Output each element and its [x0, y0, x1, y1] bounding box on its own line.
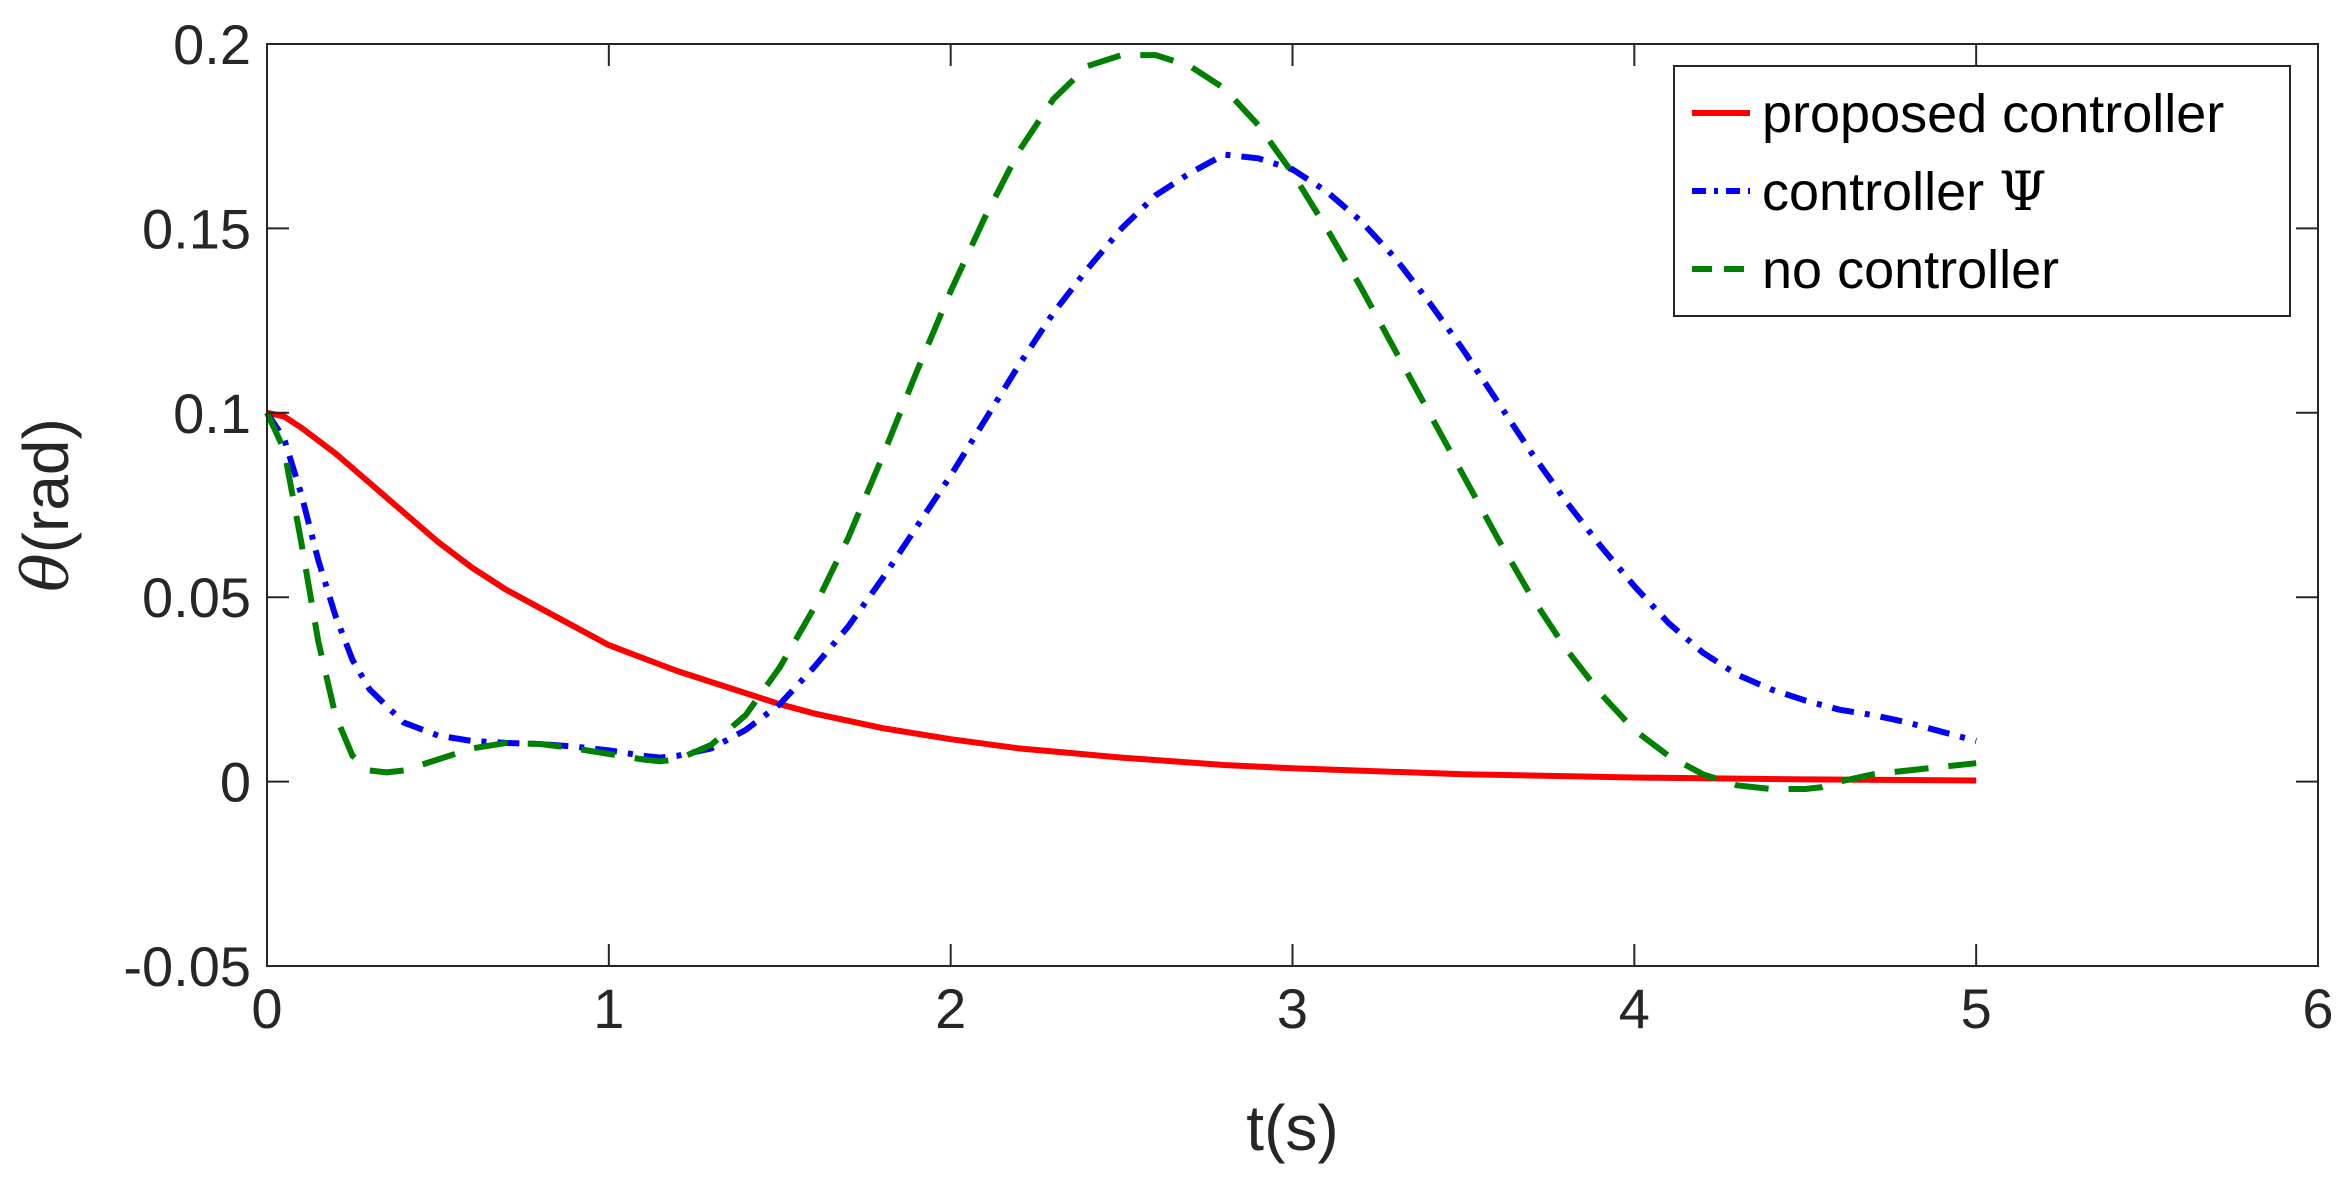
legend-label-2: no controller	[1762, 240, 2059, 300]
series-line-1	[264, 151, 1977, 761]
x-tick-label: 2	[935, 977, 966, 1040]
legend-label-text: controller	[1762, 162, 1999, 222]
y-axis-label: θ(rad)	[10, 418, 84, 592]
x-tick-label: 4	[1619, 977, 1650, 1040]
y-tick-label: 0.2	[173, 13, 251, 76]
series-line-2	[264, 52, 1977, 792]
series-layer	[264, 52, 1977, 792]
x-tick-label: 6	[2302, 977, 2333, 1040]
y-axis-label-symbol: θ	[10, 553, 84, 592]
legend-label-symbol: Ψ	[1999, 160, 2046, 223]
x-tick-label: 1	[593, 977, 624, 1040]
legend-label-0: proposed controller	[1762, 84, 2224, 144]
x-tick-label: 5	[1961, 977, 1992, 1040]
x-axis-label: t(s)	[1246, 1092, 1338, 1164]
y-tick-label: 0.05	[142, 566, 251, 629]
y-tick-label: 0	[220, 751, 251, 814]
y-tick-label: 0.15	[142, 197, 251, 260]
series-line-0	[266, 409, 1977, 784]
y-tick-label: -0.05	[123, 935, 251, 998]
y-tick-label: 0.1	[173, 382, 251, 445]
x-tick-label: 0	[251, 977, 282, 1040]
legend-box	[1673, 65, 2291, 317]
x-tick-label: 3	[1277, 977, 1308, 1040]
legend-label-1: controller Ψ	[1762, 160, 2046, 223]
y-axis-label-unit: (rad)	[10, 418, 82, 553]
